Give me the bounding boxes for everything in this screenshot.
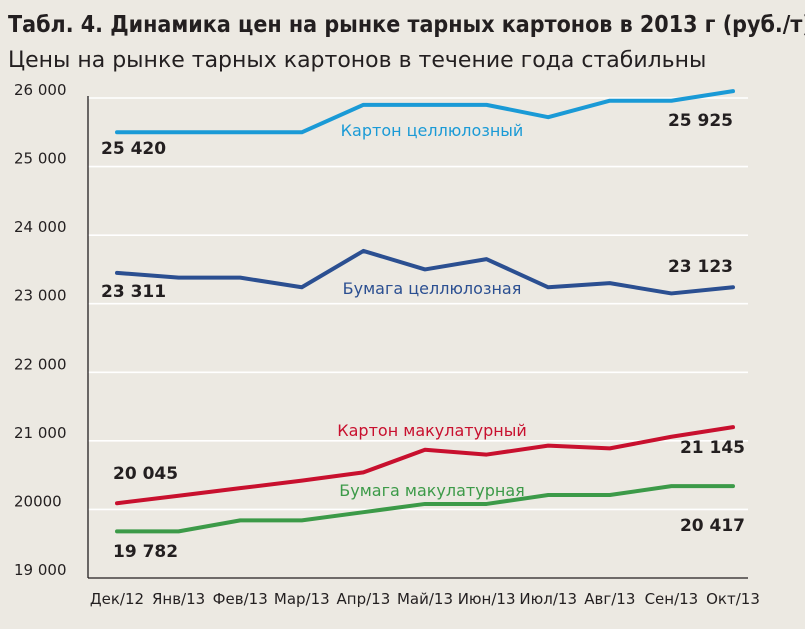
first-value-label: 23 311	[101, 282, 166, 302]
series-name-label: Бумага макулатурная	[339, 481, 525, 500]
grid-lines	[88, 97, 748, 511]
x-tick-label: Янв/13	[152, 590, 205, 608]
y-tick-label: 21 000	[14, 424, 67, 442]
x-tick-label: Фев/13	[213, 590, 268, 608]
x-tick-label: Дек/12	[90, 590, 144, 608]
series-name-label: Картон целлюлозный	[341, 121, 524, 140]
y-tick-label: 20000	[14, 492, 62, 510]
last-value-label: 20 417	[680, 516, 745, 536]
y-tick-label: 24 000	[14, 218, 67, 236]
series-line	[115, 248, 735, 296]
x-tick-label: Апр/13	[337, 590, 391, 608]
series-lines	[115, 89, 735, 534]
x-tick-label: Окт/13	[706, 590, 760, 608]
axes	[87, 96, 748, 579]
x-tick-label: Мар/13	[274, 590, 330, 608]
x-tick-label: Июл/13	[519, 590, 577, 608]
y-tick-label: 25 000	[14, 150, 67, 168]
chart-title: Табл. 4. Динамика цен на рынке тарных ка…	[8, 12, 805, 38]
x-tick-label: Сен/13	[645, 590, 699, 608]
last-value-label: 21 145	[680, 438, 745, 458]
chart-subtitle: Цены на рынке тарных картонов в течение …	[8, 48, 707, 73]
series-labels: Картон целлюлозный 25 420 25 925 Бумага цел…	[101, 111, 745, 562]
first-value-label: 20 045	[113, 464, 178, 484]
series-name-label: Картон макулатурный	[337, 421, 526, 440]
x-tick-labels: Дек/12 Янв/13 Фев/13 Мар/13 Апр/13 Май/13 Июн/…	[90, 590, 760, 608]
first-value-label: 19 782	[113, 542, 178, 562]
last-value-label: 23 123	[668, 257, 733, 277]
series-line	[115, 89, 735, 135]
series-line	[115, 425, 735, 506]
y-tick-label: 26 000	[14, 81, 67, 99]
series-name-label: Бумага целлюлозная	[343, 279, 522, 298]
x-tick-label: Июн/13	[458, 590, 516, 608]
series-line	[115, 484, 735, 534]
y-tick-label: 22 000	[14, 355, 67, 373]
y-tick-label: 23 000	[14, 287, 67, 305]
last-value-label: 25 925	[668, 111, 733, 131]
first-value-label: 25 420	[101, 139, 166, 159]
x-tick-label: Май/13	[397, 590, 453, 608]
y-tick-label: 19 000	[14, 561, 67, 579]
x-tick-label: Авг/13	[584, 590, 635, 608]
y-tick-labels: 19 000 20000 21 000 22 000 23 000 24 000 25 00…	[14, 81, 67, 579]
